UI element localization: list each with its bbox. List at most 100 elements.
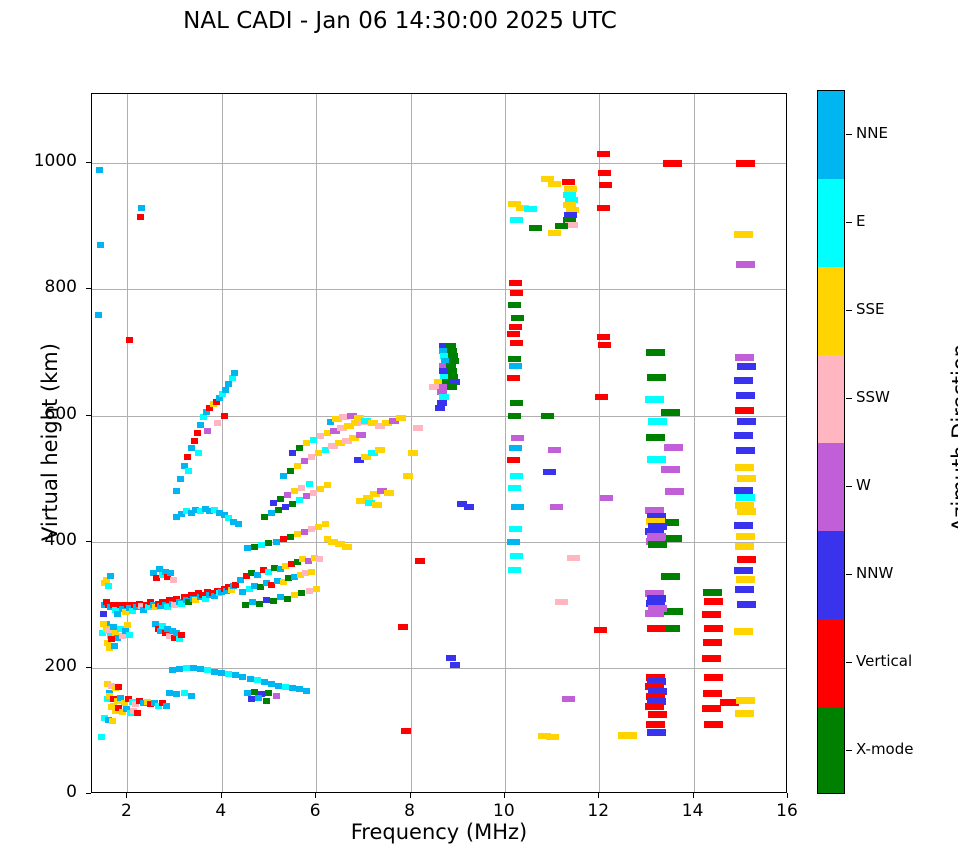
colorbar-segment-e[interactable]: [818, 179, 844, 267]
data-point: [201, 505, 209, 512]
data-point: [123, 601, 131, 608]
data-point: [506, 330, 520, 337]
data-point: [736, 697, 756, 705]
data-point: [334, 541, 345, 548]
data-point: [134, 710, 142, 717]
data-point: [122, 706, 130, 713]
data-point: [733, 230, 753, 238]
colorbar-segment-x-mode[interactable]: [818, 707, 844, 793]
y-gridline: [92, 163, 786, 165]
data-point: [114, 634, 122, 641]
data-point: [254, 571, 262, 578]
colorbar[interactable]: [817, 90, 845, 794]
x-gridline: [504, 94, 506, 792]
plot-area[interactable]: [91, 93, 787, 793]
y-tick: [86, 414, 91, 416]
data-point: [204, 667, 212, 674]
data-point: [445, 655, 456, 662]
data-point: [105, 690, 113, 697]
colorbar-segment-nnw[interactable]: [818, 531, 844, 619]
data-point: [449, 378, 460, 385]
data-point: [322, 446, 330, 453]
data-point: [307, 569, 315, 576]
data-point: [190, 437, 198, 444]
data-point: [398, 623, 409, 630]
data-point: [734, 627, 754, 635]
data-point: [648, 688, 668, 696]
data-point: [128, 698, 136, 705]
data-point: [244, 545, 252, 552]
data-point: [163, 604, 171, 611]
data-point: [734, 377, 754, 385]
x-tick-label: 2: [120, 801, 132, 821]
data-point: [161, 630, 169, 637]
data-point: [736, 555, 756, 563]
data-point: [300, 458, 308, 465]
data-point: [446, 363, 457, 370]
data-point: [648, 418, 668, 426]
data-point: [648, 711, 668, 719]
data-point: [105, 716, 112, 723]
x-tick-label: 8: [404, 801, 415, 821]
data-point: [143, 698, 151, 705]
colorbar-segment-nne[interactable]: [818, 91, 844, 179]
data-point: [314, 523, 322, 530]
data-point: [222, 387, 230, 394]
colorbar-label-nne: NNE: [856, 124, 888, 142]
data-point: [192, 596, 200, 603]
x-tick-label: 14: [681, 801, 704, 821]
data-point: [161, 569, 169, 576]
data-point: [440, 373, 451, 380]
data-point: [439, 383, 450, 390]
data-point: [314, 450, 322, 457]
data-point: [508, 445, 522, 452]
data-point: [175, 666, 183, 673]
data-point: [327, 538, 338, 545]
data-point: [152, 620, 160, 627]
colorbar-label-x-mode: X-mode: [856, 740, 914, 758]
data-point: [258, 691, 266, 698]
data-point: [293, 463, 301, 470]
data-point: [246, 676, 254, 683]
data-point: [448, 358, 459, 365]
data-point: [565, 222, 579, 229]
data-point: [450, 661, 461, 668]
data-point: [322, 521, 330, 528]
data-point: [211, 507, 219, 514]
data-point: [279, 536, 287, 543]
data-point: [433, 378, 444, 385]
data-point: [152, 604, 160, 611]
colorbar-segment-w[interactable]: [818, 443, 844, 531]
data-point: [136, 697, 144, 704]
y-tick-label: 200: [44, 655, 77, 676]
data-point: [103, 576, 111, 583]
data-point: [281, 504, 289, 511]
data-point: [510, 434, 524, 441]
data-point: [231, 369, 239, 376]
colorbar-title: Azimuth Direction: [948, 343, 958, 533]
colorbar-segment-ssw[interactable]: [818, 355, 844, 443]
data-point: [187, 509, 195, 516]
data-point: [703, 588, 722, 596]
data-point: [106, 573, 114, 580]
x-tick: [503, 793, 505, 798]
data-point: [645, 703, 665, 711]
data-point: [123, 621, 131, 628]
data-point: [360, 417, 371, 424]
data-point: [374, 447, 385, 454]
data-point: [101, 715, 109, 722]
data-point: [107, 682, 115, 689]
data-point: [736, 475, 756, 483]
data-point: [187, 592, 195, 599]
data-point: [175, 636, 183, 643]
data-point: [538, 732, 552, 739]
data-point: [509, 552, 523, 559]
data-point: [211, 592, 219, 599]
colorbar-segment-sse[interactable]: [818, 267, 844, 355]
data-point: [327, 442, 338, 449]
data-point: [173, 513, 181, 520]
colorbar-tick: [846, 134, 852, 135]
colorbar-segment-vertical[interactable]: [818, 619, 844, 707]
data-point: [121, 609, 129, 616]
y-tick: [86, 666, 91, 668]
